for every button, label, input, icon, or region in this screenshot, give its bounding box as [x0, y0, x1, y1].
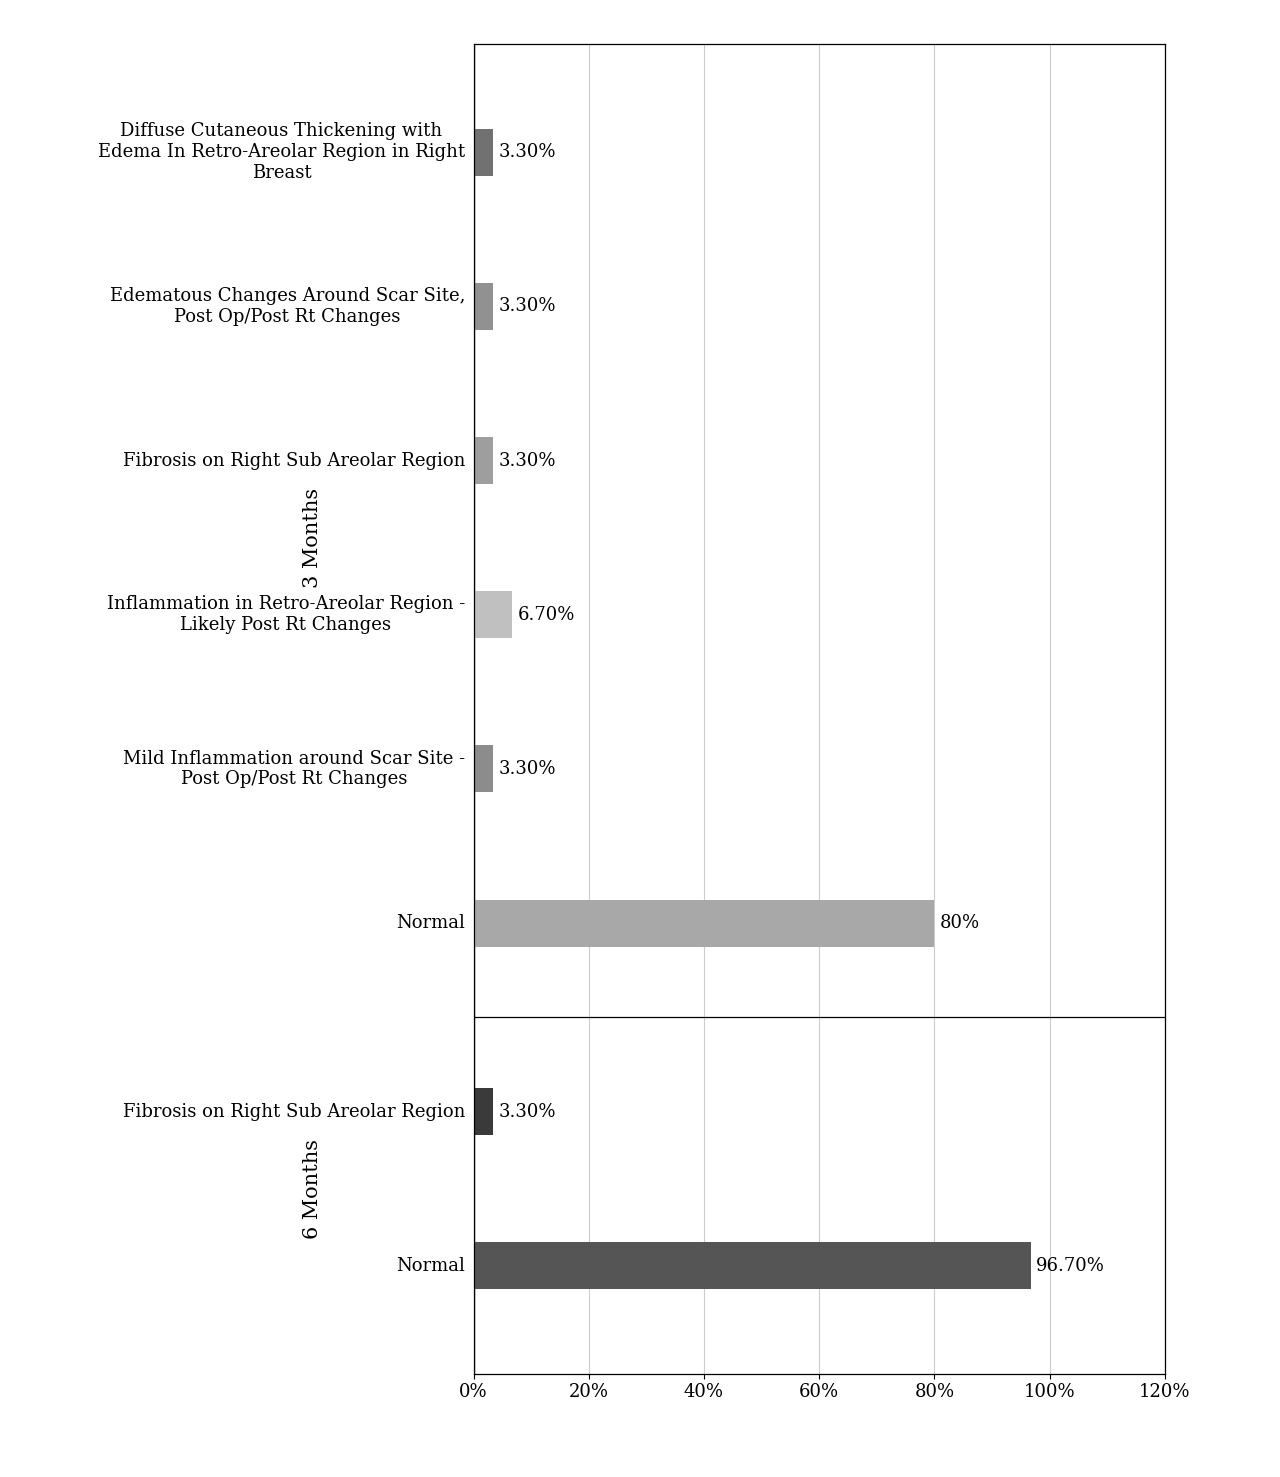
Bar [474, 284, 493, 329]
Text: 6.70%: 6.70% [518, 606, 575, 623]
Text: Normal: Normal [396, 1257, 465, 1275]
Bar [474, 1089, 493, 1134]
Text: 80%: 80% [941, 914, 980, 932]
Text: 3 Months: 3 Months [303, 487, 321, 588]
Text: Mild Inflammation around Scar Site -
Post Op/Post Rt Changes: Mild Inflammation around Scar Site - Pos… [123, 749, 465, 789]
Text: 3.30%: 3.30% [498, 1102, 556, 1121]
Bar [474, 128, 493, 176]
Text: Fibrosis on Right Sub Areolar Region: Fibrosis on Right Sub Areolar Region [123, 1102, 465, 1121]
Bar [474, 899, 934, 947]
Text: Fibrosis on Right Sub Areolar Region: Fibrosis on Right Sub Areolar Region [123, 452, 465, 470]
Bar [474, 1242, 1030, 1289]
Text: 3.30%: 3.30% [498, 143, 556, 161]
Text: 3.30%: 3.30% [498, 297, 556, 316]
Bar [474, 746, 493, 793]
Text: Diffuse Cutaneous Thickening with
Edema In Retro-Areolar Region in Right
Breast: Diffuse Cutaneous Thickening with Edema … [97, 123, 465, 182]
Text: Normal: Normal [396, 914, 465, 932]
Text: 6 Months: 6 Months [303, 1139, 321, 1239]
Bar [474, 437, 493, 484]
Text: 3.30%: 3.30% [498, 452, 556, 470]
Text: Edematous Changes Around Scar Site,
Post Op/Post Rt Changes: Edematous Changes Around Scar Site, Post… [110, 287, 465, 326]
Text: 96.70%: 96.70% [1037, 1257, 1105, 1275]
Text: Inflammation in Retro-Areolar Region -
Likely Post Rt Changes: Inflammation in Retro-Areolar Region - L… [106, 595, 465, 634]
Bar [474, 591, 512, 638]
Text: 3.30%: 3.30% [498, 759, 556, 778]
